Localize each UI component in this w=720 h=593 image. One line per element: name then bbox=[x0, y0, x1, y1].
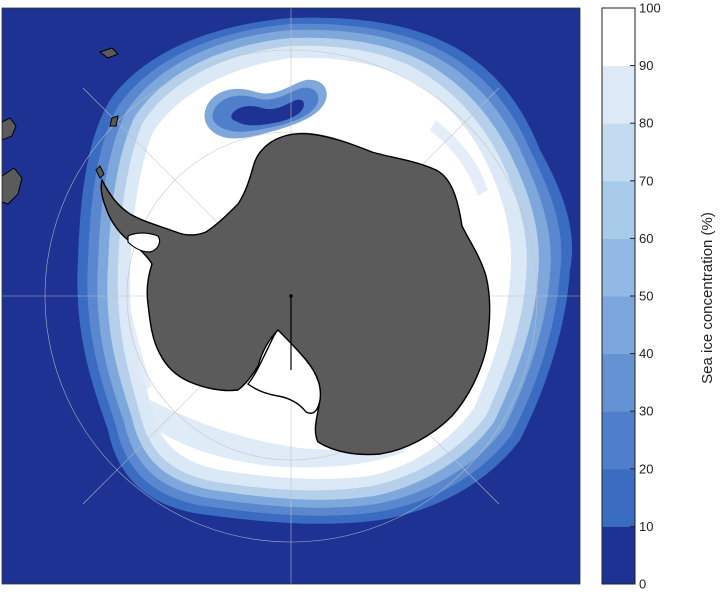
colorbar-tick-label: 30 bbox=[639, 404, 653, 419]
colorbar-tick-label: 80 bbox=[639, 116, 653, 131]
south-america-coast bbox=[2, 167, 23, 205]
colorbar-tick-label: 50 bbox=[639, 289, 653, 304]
ice-shelf-notch bbox=[127, 232, 161, 253]
colorbar-segment bbox=[602, 123, 635, 182]
falkland-islands bbox=[98, 47, 119, 59]
colorbar-tick-label: 100 bbox=[639, 1, 661, 16]
polynya-core bbox=[231, 99, 304, 126]
colorbar-tick-label: 0 bbox=[639, 577, 646, 592]
antarctica-landmass bbox=[100, 132, 491, 456]
south-america-tip bbox=[2, 117, 17, 141]
colorbar-tick-label: 70 bbox=[639, 173, 653, 188]
map-frame bbox=[1, 7, 581, 585]
peninsula-island bbox=[109, 115, 119, 127]
colorbar-tick-label: 20 bbox=[639, 461, 653, 476]
colorbar-segment bbox=[602, 180, 635, 239]
ice-streak bbox=[430, 120, 488, 196]
colorbar-tick-label: 40 bbox=[639, 346, 653, 361]
colorbar-segment bbox=[602, 8, 635, 67]
ross-ice-shelf bbox=[247, 329, 322, 414]
antarctica-coastline bbox=[100, 132, 491, 456]
colorbar-segment bbox=[602, 526, 635, 585]
colorbar-segment bbox=[602, 468, 635, 527]
colorbar-segment bbox=[602, 65, 635, 124]
colorbar-segment bbox=[602, 411, 635, 470]
colorbar-segment bbox=[602, 353, 635, 412]
south-pole-marker bbox=[289, 294, 293, 298]
colorbar-tick-label: 60 bbox=[639, 231, 653, 246]
colorbar-segment bbox=[602, 238, 635, 297]
south-shetland-islands bbox=[95, 165, 105, 179]
colorbar-tick-label: 10 bbox=[639, 519, 653, 534]
colorbar-segment bbox=[602, 296, 635, 355]
colorbar-tick-label: 90 bbox=[639, 58, 653, 73]
colorbar-label: Sea ice concentration (%) bbox=[699, 212, 716, 384]
other-land bbox=[2, 47, 119, 205]
colorbar: 0 10 20 30 40 50 60 70 80 90 100 bbox=[601, 1, 661, 592]
map-panel bbox=[2, 8, 580, 584]
